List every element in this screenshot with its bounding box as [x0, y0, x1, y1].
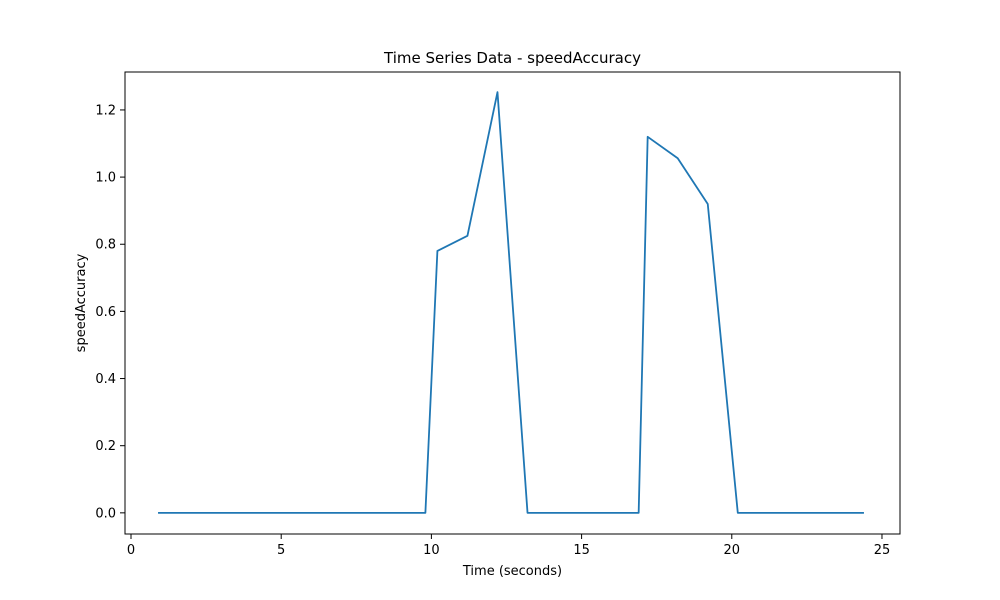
- x-tick-label: 10: [423, 543, 440, 558]
- y-tick-label: 0.2: [95, 439, 116, 454]
- plot-area-frame: [124, 71, 901, 535]
- y-tick-label: 0.6: [95, 305, 116, 320]
- y-tick-label: 0.4: [95, 372, 116, 387]
- y-axis-label: speedAccuracy: [74, 253, 89, 352]
- x-axis-label: Time (seconds): [462, 564, 562, 579]
- x-axis-ticks: 0 5 10 15 20 25: [127, 534, 890, 558]
- x-tick-label: 5: [277, 543, 285, 558]
- y-tick-label: 1.0: [95, 171, 116, 186]
- series-group: [158, 91, 864, 514]
- x-tick-label: 25: [874, 543, 891, 558]
- y-tick-label: 0.8: [95, 238, 116, 253]
- y-axis-ticks: 0.0 0.2 0.4 0.6 0.8 1.0 1.2: [95, 103, 125, 521]
- series-line: [158, 91, 864, 514]
- y-tick-label: 1.2: [95, 103, 116, 118]
- x-tick-label: 20: [724, 543, 741, 558]
- chart-title: Time Series Data - speedAccuracy: [383, 49, 641, 67]
- y-tick-label: 0.0: [95, 506, 116, 521]
- x-tick-label: 15: [573, 543, 590, 558]
- x-tick-label: 0: [127, 543, 135, 558]
